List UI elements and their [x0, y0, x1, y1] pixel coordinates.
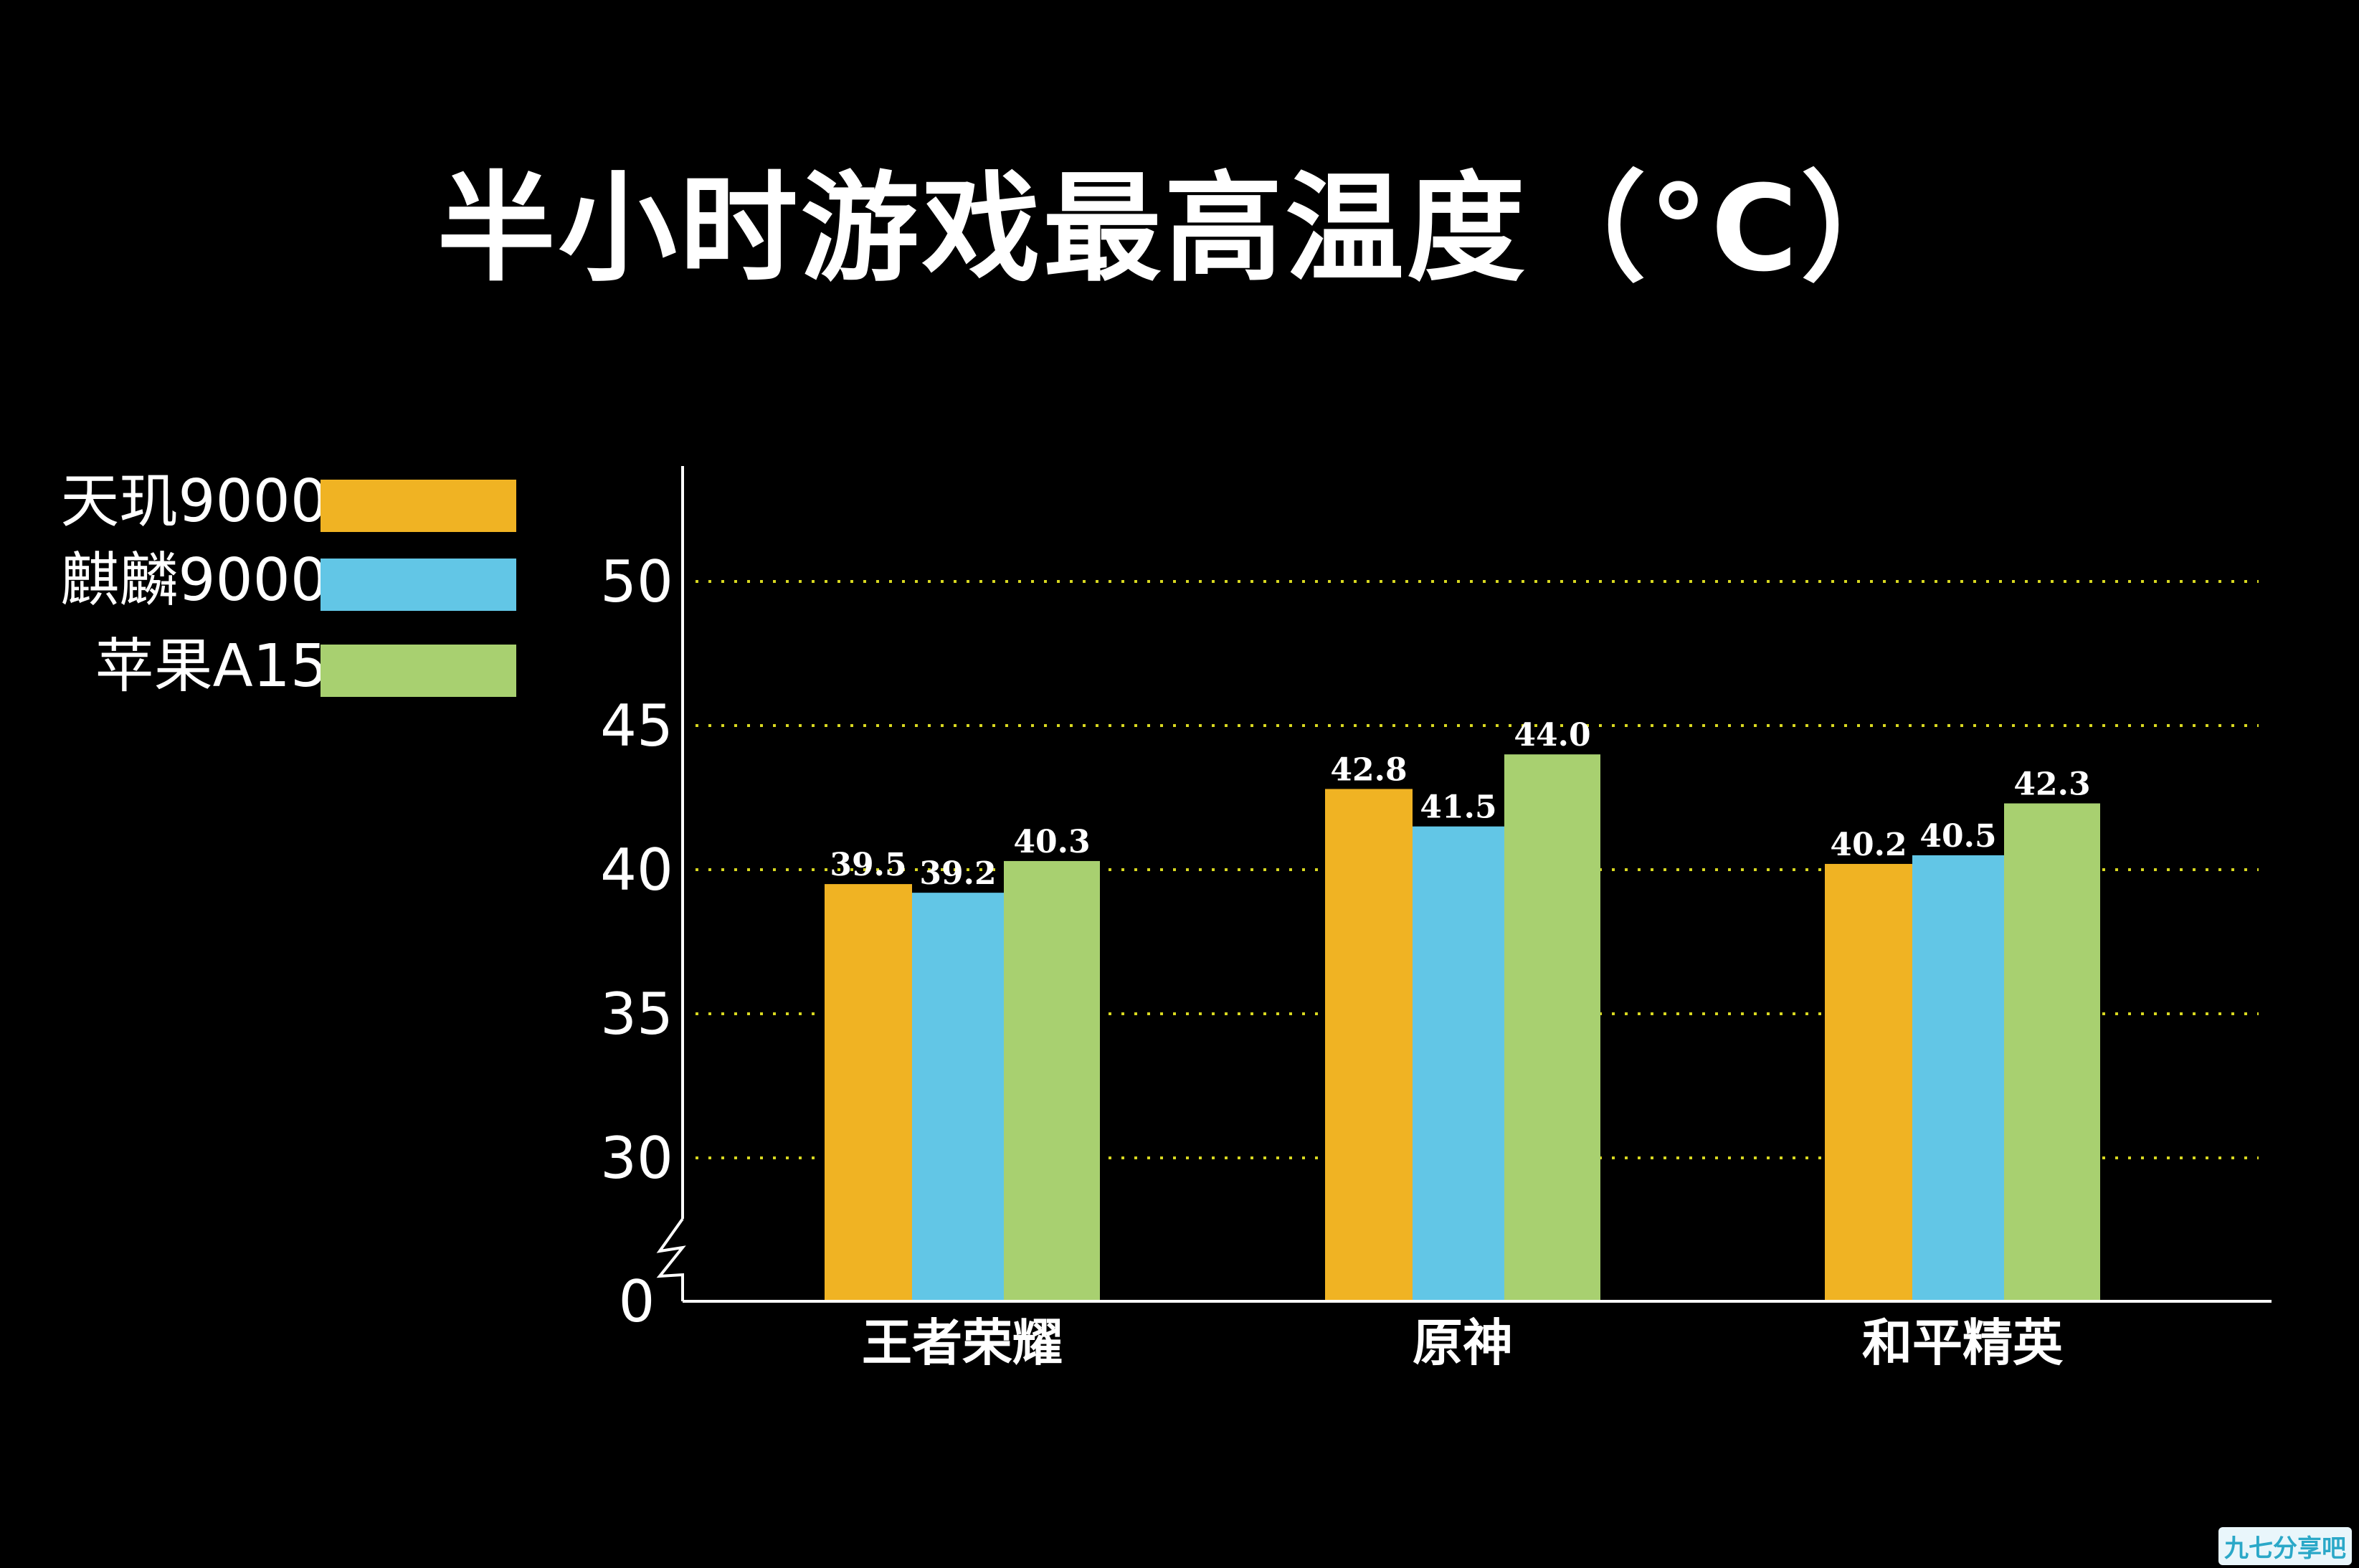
data-label: 40.3 [1013, 824, 1090, 860]
legend-item-tianji: 天玑9000 [29, 467, 531, 536]
y-tick-label: 35 [600, 981, 673, 1047]
category-label: 和平精英 [1862, 1313, 2064, 1372]
bar-2-2 [2004, 803, 2100, 1301]
legend-label: 麒麟9000 [60, 546, 328, 614]
chart-title: 半小时游戏最高温度（°C） [437, 160, 1922, 298]
data-label: 39.2 [919, 855, 996, 892]
legend-item-qilin: 麒麟9000 [29, 546, 531, 614]
legend-swatch [321, 480, 516, 532]
legend-label: 天玑9000 [60, 467, 328, 536]
data-label: 42.8 [1330, 751, 1407, 788]
watermark: 九七分享吧 [2218, 1527, 2352, 1565]
bar-0-1 [1325, 789, 1413, 1301]
bar-2-0 [1004, 860, 1100, 1301]
bar-1-2 [1912, 855, 2004, 1301]
bar-1-0 [912, 893, 1004, 1301]
legend-item-a15: 苹果A15 [29, 632, 531, 700]
category-label: 王者荣耀 [862, 1313, 1063, 1372]
axis-break-mark [656, 1217, 686, 1301]
bar-1-1 [1413, 826, 1504, 1301]
category-label: 原神 [1413, 1313, 1513, 1372]
data-label: 40.5 [1919, 818, 1996, 855]
data-label: 44.0 [1514, 717, 1590, 754]
legend-swatch [321, 559, 516, 611]
bar-0-0 [825, 884, 912, 1301]
y-tick-label: 45 [600, 693, 673, 759]
bar-0-2 [1825, 863, 1912, 1301]
legend-label: 苹果A15 [95, 632, 328, 700]
data-label: 40.2 [1830, 827, 1907, 863]
data-label: 42.3 [2013, 766, 2090, 803]
bar-2-1 [1504, 754, 1600, 1301]
data-label: 41.5 [1420, 789, 1496, 826]
y-tick-label: 30 [600, 1125, 673, 1192]
y-tick-label: 50 [600, 548, 673, 615]
y-tick-label: 40 [600, 837, 673, 903]
data-label: 39.5 [830, 847, 906, 883]
legend-swatch [321, 645, 516, 697]
y-tick-label: 0 [619, 1268, 655, 1335]
